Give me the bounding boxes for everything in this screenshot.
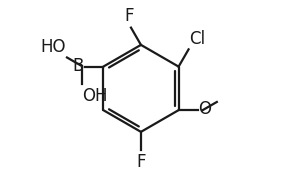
Text: B: B — [72, 57, 84, 75]
Text: O: O — [199, 100, 212, 118]
Text: F: F — [124, 7, 134, 25]
Text: OH: OH — [82, 86, 108, 105]
Text: Cl: Cl — [190, 30, 206, 47]
Text: F: F — [136, 153, 146, 171]
Text: HO: HO — [40, 38, 65, 56]
